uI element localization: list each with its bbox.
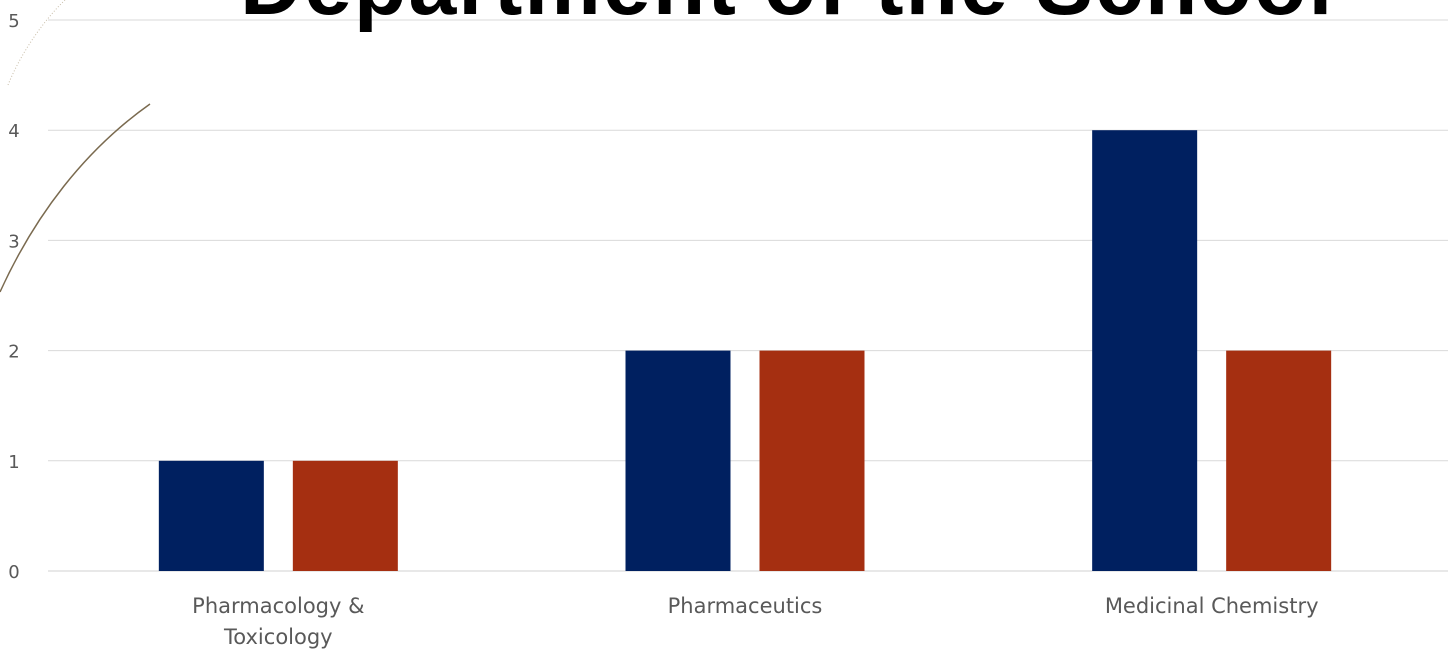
x-category-label: Toxicology: [223, 625, 333, 649]
bar: [625, 350, 731, 571]
y-tick-label: 5: [8, 11, 19, 32]
x-category-label: Medicinal Chemistry: [1105, 594, 1319, 618]
y-tick-label: 2: [8, 342, 19, 363]
decorative-curve-lines: [0, 0, 151, 293]
bar: [1092, 130, 1198, 571]
x-category-label: Pharmaceutics: [668, 594, 823, 618]
y-tick-label: 1: [8, 452, 19, 473]
y-tick-label: 4: [8, 121, 19, 142]
y-tick-label: 0: [8, 562, 19, 583]
bar: [158, 460, 264, 571]
bar: [292, 460, 398, 571]
bar: [759, 350, 865, 571]
chart-title: Department of the School: [240, 0, 1334, 28]
bar: [1226, 350, 1332, 571]
y-tick-label: 3: [8, 231, 19, 252]
x-category-label: Pharmacology &: [192, 594, 364, 618]
